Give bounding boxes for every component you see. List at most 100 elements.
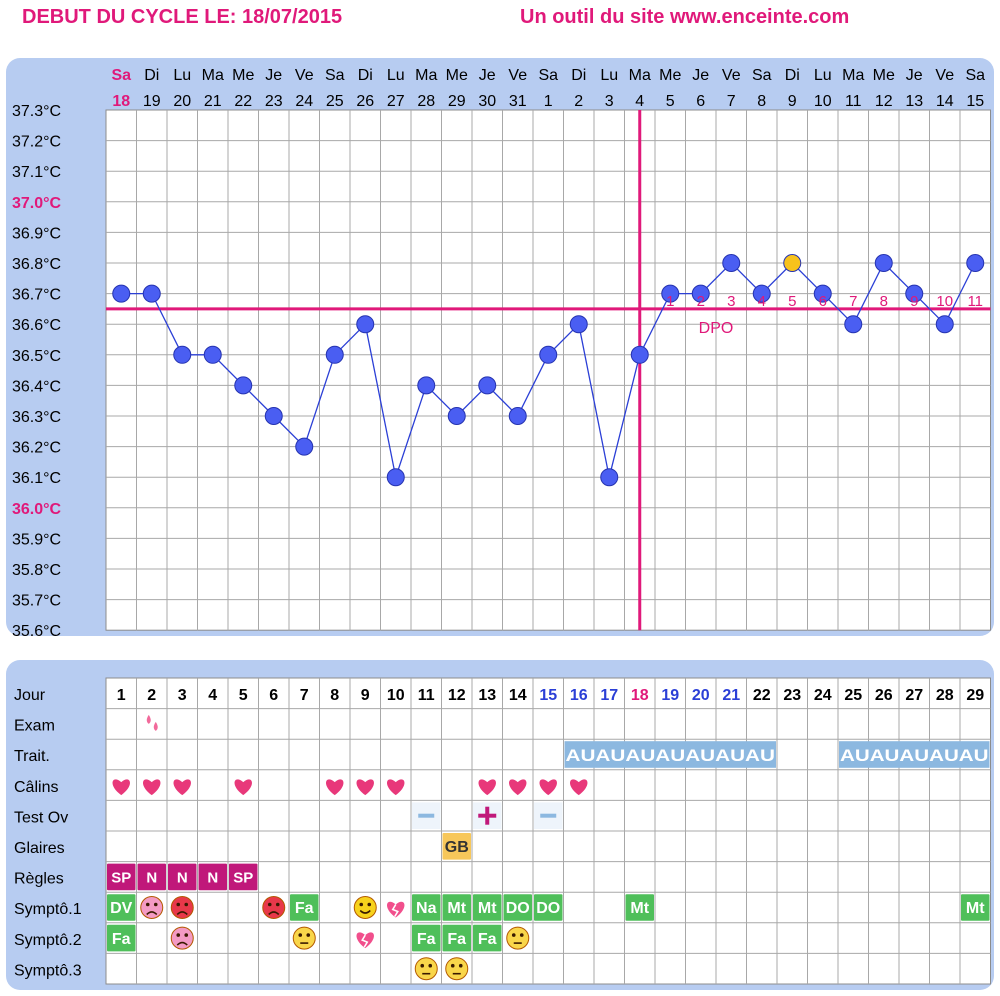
- day-of-week-label: Di: [358, 67, 373, 84]
- tired-yellow-face-icon: [414, 957, 438, 981]
- drops-icon: [146, 714, 158, 731]
- period-cell: [137, 863, 166, 891]
- y-tick-label: 37.2°C: [12, 134, 61, 151]
- day-number-label: 2: [147, 687, 156, 704]
- temperature-point: [173, 345, 192, 364]
- symptom-cell: [534, 894, 563, 921]
- row-label: Symptô.1: [14, 901, 82, 918]
- row-label: Symptô.3: [14, 962, 82, 979]
- cell-text: Mt: [630, 900, 649, 917]
- cell-text: Fa: [478, 931, 497, 948]
- day-number-label: 27: [905, 687, 923, 704]
- y-tick-label: 36.9°C: [12, 225, 61, 242]
- heart-icon: [173, 779, 191, 796]
- date-label: 13: [905, 93, 923, 110]
- date-label: 6: [696, 93, 705, 110]
- plot-area: [105, 109, 991, 631]
- symptom-cell: [442, 924, 471, 952]
- temperature-point: [844, 315, 863, 334]
- symptom-cell: [473, 924, 502, 952]
- eye: [176, 933, 181, 937]
- temperature-point: [386, 468, 405, 487]
- test-negative-icon: [540, 813, 557, 818]
- y-tick-label: 35.9°C: [12, 531, 61, 548]
- date-label: 31: [509, 93, 527, 110]
- day-of-week-label: Me: [873, 67, 895, 84]
- row-label: Exam: [14, 718, 55, 735]
- day-number-label: 14: [509, 687, 527, 704]
- cell-text: GB: [445, 839, 469, 856]
- cell-text: SP: [233, 870, 253, 887]
- y-tick-label: 37.1°C: [12, 164, 61, 181]
- temperature-point: [813, 284, 832, 303]
- symptom-cell: [107, 924, 136, 952]
- source-credit: Un outil du site www.enceinte.com: [520, 6, 850, 28]
- dpo-number-label: 1: [666, 293, 674, 310]
- y-tick-label: 37.0°C: [12, 195, 62, 212]
- temperature-point: [569, 315, 588, 334]
- day-number-label: 25: [844, 687, 862, 704]
- date-label: 29: [448, 93, 466, 110]
- eye: [450, 963, 455, 968]
- cell-text: Fa: [112, 931, 131, 948]
- day-of-week-label: Lu: [387, 67, 405, 84]
- day-number-label: 24: [814, 687, 832, 704]
- day-of-week-label: Di: [571, 67, 586, 84]
- date-label: 7: [727, 93, 736, 110]
- eye: [184, 933, 189, 937]
- day-number-label: 9: [361, 687, 370, 704]
- y-tick-label: 37.3°C: [12, 103, 61, 120]
- y-tick-label: 36.3°C: [12, 409, 61, 426]
- day-number-label: 19: [661, 687, 679, 704]
- eye: [184, 902, 189, 907]
- temperature-point: [112, 284, 131, 303]
- day-number-label: 28: [936, 687, 954, 704]
- eye: [367, 902, 372, 907]
- period-cell: [168, 863, 197, 891]
- face-circle: [445, 957, 469, 981]
- day-number-label: 18: [631, 687, 649, 704]
- tired-yellow-face-icon: [292, 926, 316, 950]
- temperature-point: [234, 376, 253, 395]
- day-number-label: 7: [300, 687, 309, 704]
- dpo-number-label: 11: [967, 293, 983, 310]
- date-label: 4: [635, 93, 644, 110]
- date-label: 9: [788, 93, 797, 110]
- eye: [428, 963, 433, 968]
- dpo-number-label: 9: [910, 293, 918, 310]
- date-label: 11: [845, 93, 862, 110]
- row-label: Symptô.2: [14, 932, 82, 949]
- cell-text: Fa: [417, 931, 436, 948]
- treatment-bar: [564, 741, 776, 768]
- day-number-label: 4: [208, 687, 217, 704]
- day-number-label: 17: [600, 687, 618, 704]
- cell-text: Fa: [447, 931, 466, 948]
- temperature-point: [600, 468, 619, 487]
- day-number-label: 29: [966, 687, 984, 704]
- day-of-week-label: Ma: [415, 67, 437, 84]
- heart-icon: [478, 779, 496, 796]
- cell-text: Mt: [478, 900, 497, 917]
- temperature-point: [325, 345, 344, 364]
- y-tick-label: 36.0°C: [12, 501, 62, 518]
- day-of-week-label: Je: [479, 67, 496, 84]
- y-tick-label: 36.2°C: [12, 440, 61, 457]
- day-of-week-label: Sa: [752, 67, 772, 84]
- temperature-point: [691, 284, 710, 303]
- temperature-point: [142, 284, 161, 303]
- symptom-cell: [107, 894, 136, 921]
- temperature-point: [539, 345, 558, 364]
- temperature-point: [661, 284, 680, 303]
- eye: [420, 963, 425, 968]
- day-number-label: 6: [269, 687, 278, 704]
- y-tick-label: 36.7°C: [12, 287, 61, 304]
- day-of-week-label: Sa: [111, 67, 131, 84]
- day-number-label: 12: [448, 687, 466, 704]
- date-label: 3: [605, 93, 614, 110]
- tired-yellow-face-icon: [506, 926, 530, 950]
- date-label: 23: [265, 93, 283, 110]
- heart-shape: [356, 932, 374, 949]
- temperature-point: [966, 254, 985, 272]
- dpo-number-label: 3: [727, 293, 735, 310]
- day-number-label: 22: [753, 687, 771, 704]
